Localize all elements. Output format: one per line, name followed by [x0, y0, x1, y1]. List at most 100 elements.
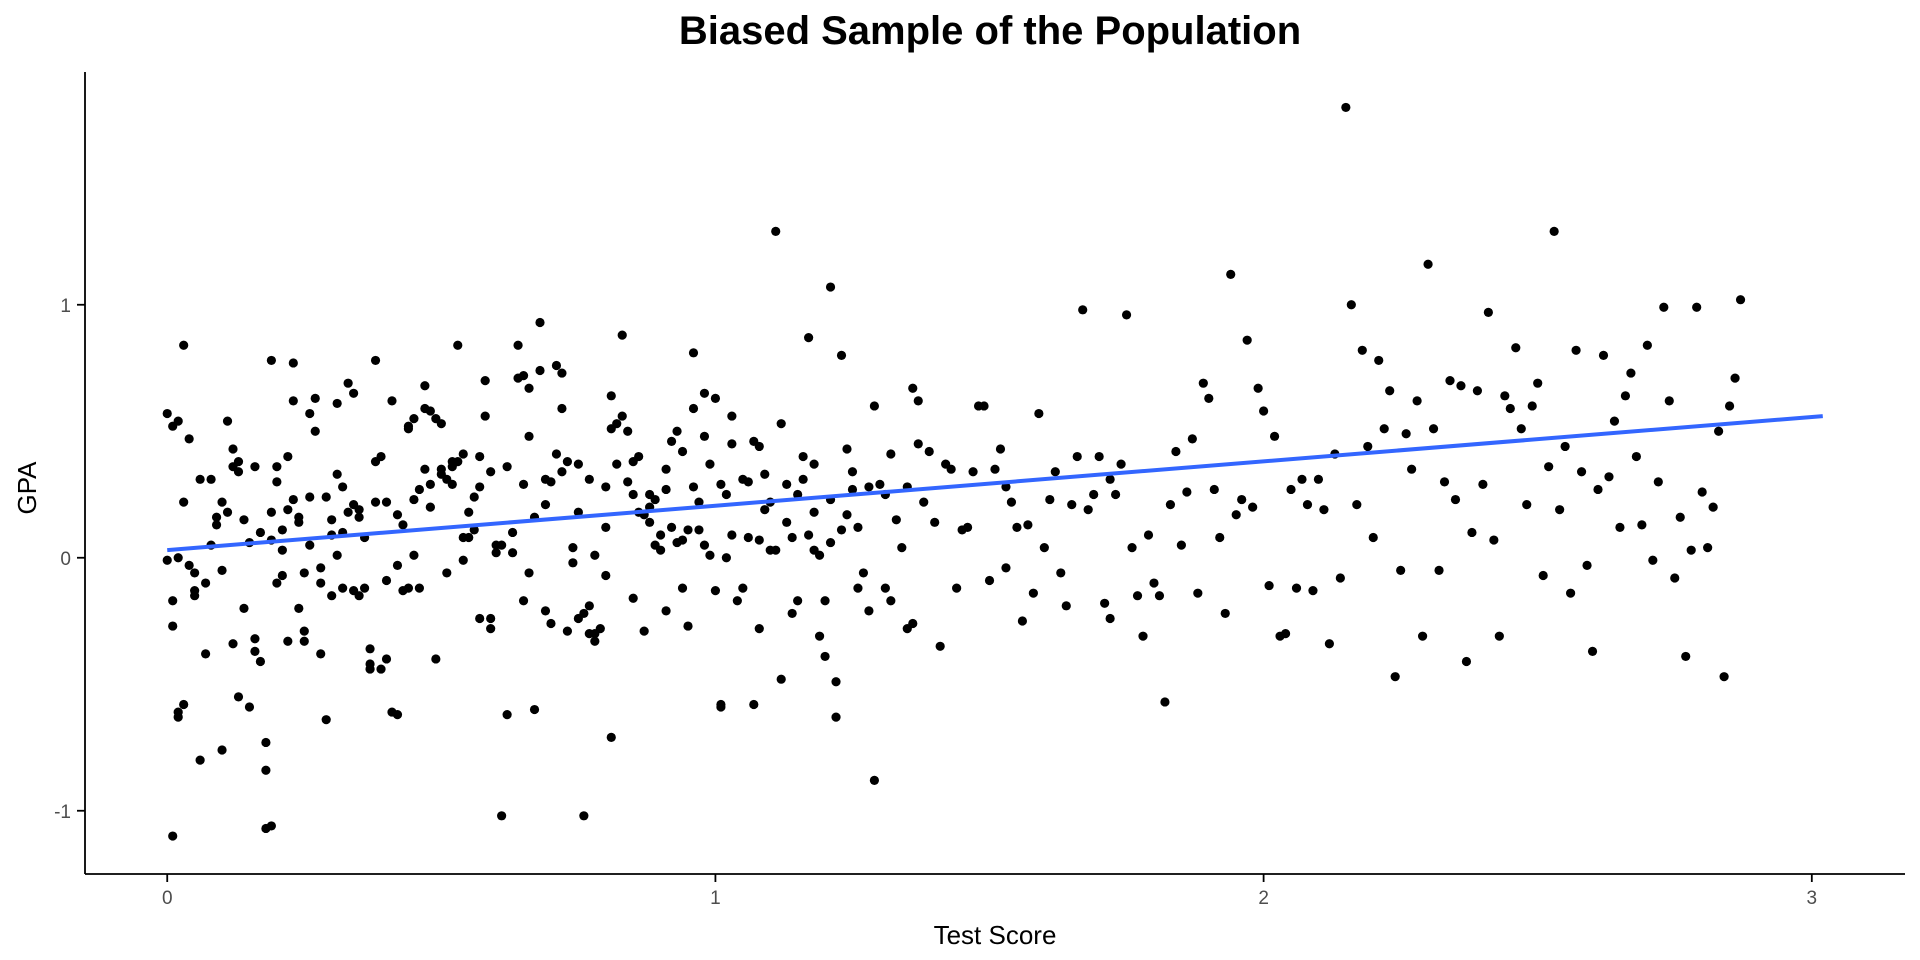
data-point [173, 553, 183, 563]
data-point [1483, 307, 1493, 317]
data-point [321, 715, 331, 725]
data-point [436, 419, 446, 429]
data-point [1714, 426, 1724, 436]
data-point [425, 502, 435, 512]
data-point [398, 520, 408, 530]
data-point [338, 482, 348, 492]
data-point [573, 507, 583, 517]
data-point [1028, 588, 1038, 598]
data-point [677, 446, 688, 457]
data-point [1659, 302, 1669, 312]
data-point [179, 497, 189, 507]
data-point [984, 575, 995, 586]
data-point [677, 583, 688, 593]
data-point [272, 578, 282, 588]
data-point [831, 677, 841, 687]
data-point [486, 623, 496, 634]
data-point [1286, 484, 1296, 495]
data-point [749, 699, 759, 710]
data-point [831, 712, 841, 722]
data-point [666, 436, 677, 446]
trend-line [167, 414, 1823, 553]
data-point [518, 479, 529, 489]
data-point [661, 464, 671, 474]
data-point [442, 568, 452, 578]
data-point [491, 548, 501, 558]
data-point [1280, 629, 1291, 639]
data-point [1220, 608, 1230, 619]
data-point [1653, 477, 1663, 487]
data-point [968, 467, 978, 477]
data-point [250, 634, 260, 644]
data-point [1401, 429, 1411, 439]
data-point [1231, 510, 1241, 520]
data-point [354, 591, 364, 601]
data-point [738, 583, 748, 593]
data-point [590, 636, 600, 646]
data-point [1165, 500, 1176, 510]
data-point [836, 350, 847, 360]
data-point [349, 388, 359, 398]
data-point [370, 355, 381, 366]
data-point [1127, 543, 1137, 553]
data-point [475, 451, 485, 462]
data-point [1385, 386, 1395, 396]
data-point [179, 699, 189, 710]
data-point [908, 618, 918, 629]
data-point [546, 477, 556, 487]
data-point [1012, 522, 1022, 532]
data-point [1527, 401, 1537, 411]
data-point [1061, 601, 1071, 611]
data-point [233, 457, 244, 467]
data-point [743, 477, 753, 487]
data-point [381, 575, 392, 586]
data-point [919, 497, 929, 507]
data-point [853, 583, 863, 593]
data-point [1434, 565, 1444, 576]
data-point [1456, 381, 1466, 391]
data-point [1407, 464, 1417, 474]
data-point [771, 545, 781, 555]
data-point [1313, 474, 1324, 484]
data-point [1615, 522, 1625, 532]
data-point [288, 358, 298, 368]
data-point [962, 522, 973, 532]
data-point [754, 623, 764, 634]
data-point [1533, 378, 1543, 388]
data-point [814, 550, 825, 560]
data-point [447, 479, 457, 489]
chart-title: Biased Sample of the Population [679, 9, 1301, 53]
data-point [1363, 441, 1373, 452]
data-point [1302, 500, 1313, 510]
data-point [825, 537, 836, 548]
data-point [814, 631, 825, 641]
data-point [568, 558, 578, 568]
x-tick-label: 2 [1258, 888, 1269, 909]
data-point [316, 563, 326, 573]
data-point [946, 464, 956, 474]
data-point [168, 596, 178, 606]
data-point [1703, 543, 1713, 553]
data-point [979, 401, 989, 411]
data-point [1642, 340, 1652, 350]
data-point [1549, 226, 1559, 236]
data-point [1450, 494, 1461, 505]
data-point [546, 618, 556, 629]
data-point [1242, 335, 1252, 345]
data-point [1171, 446, 1181, 457]
data-point [261, 737, 271, 748]
data-point [458, 555, 468, 565]
data-point [294, 603, 304, 613]
data-point [228, 639, 238, 649]
data-point [809, 507, 819, 517]
data-point [1324, 639, 1334, 649]
data-point [683, 525, 693, 535]
data-point [524, 568, 534, 578]
data-point [370, 497, 381, 507]
data-point [1154, 591, 1165, 601]
data-point [1121, 310, 1132, 320]
data-point [1105, 474, 1115, 484]
data-point [1050, 467, 1060, 477]
data-point [266, 507, 276, 517]
data-point [820, 651, 830, 662]
